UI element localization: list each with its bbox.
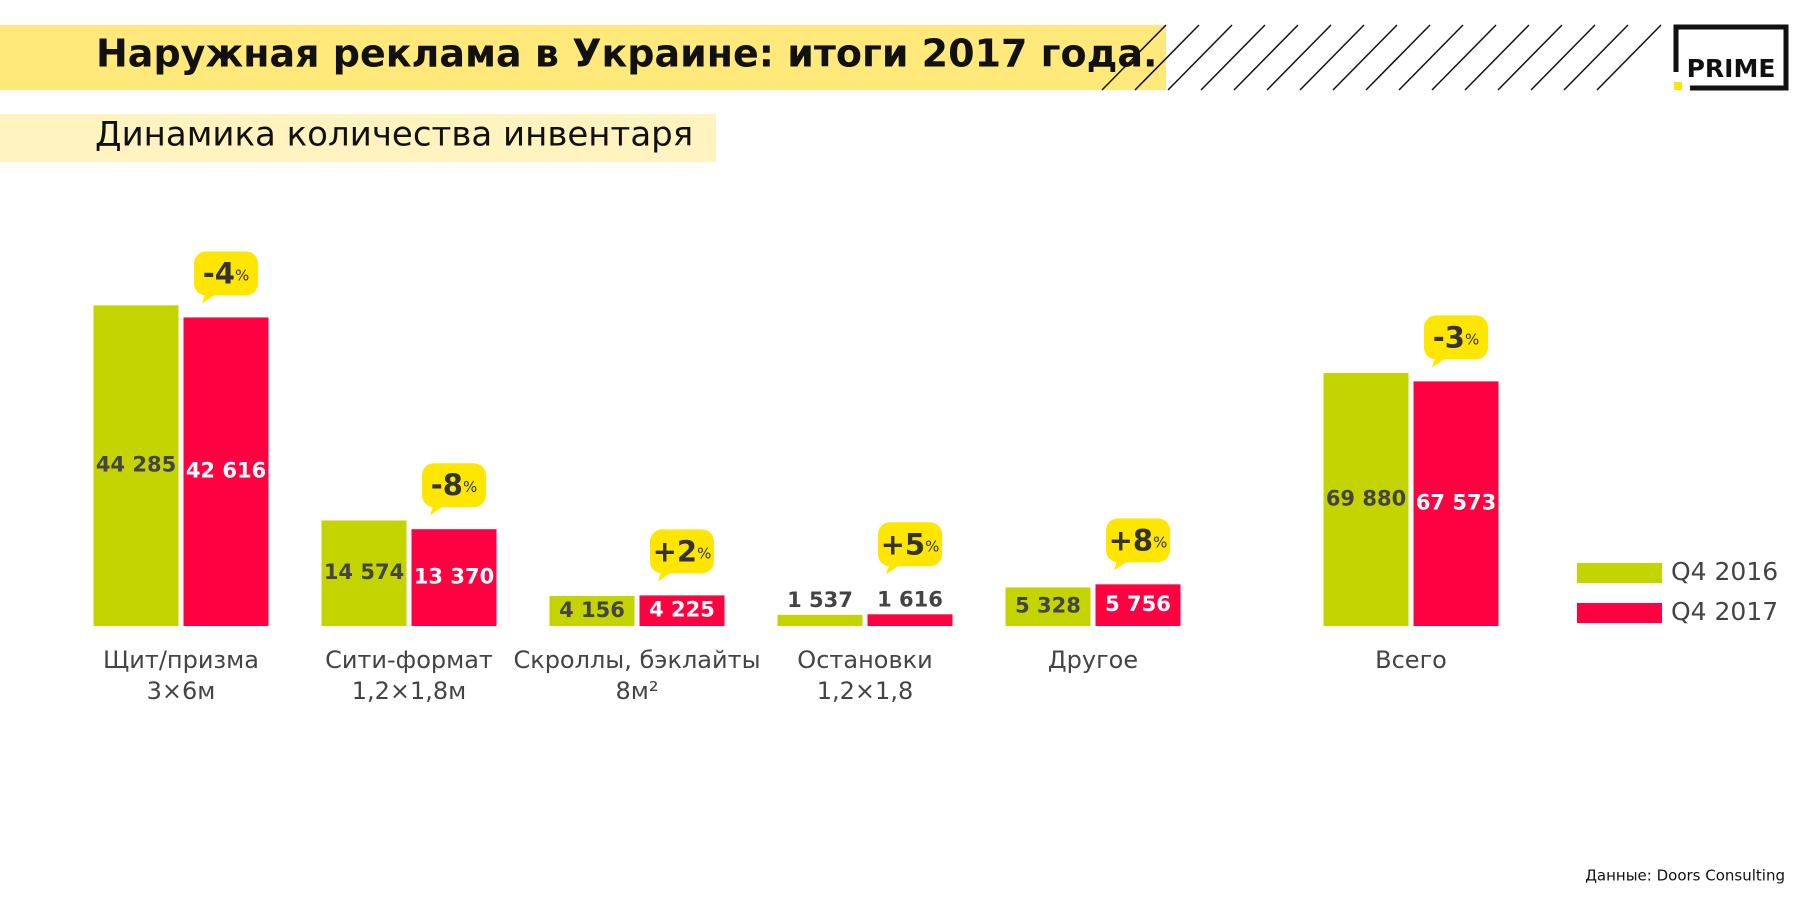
badge-bg [650, 529, 714, 574]
legend-label: Q4 2016 [1671, 557, 1778, 586]
badge-text: -4% [203, 256, 249, 290]
x-tick-label: 3×6м [147, 677, 216, 705]
x-tick-label: Щит/призма [103, 646, 259, 674]
badge-value: +8 [1109, 523, 1153, 557]
hatch [1101, 24, 1662, 91]
value-label: 42 616 [186, 459, 266, 483]
badge-bg [194, 251, 258, 296]
value-label: 69 880 [1326, 487, 1406, 511]
value-label: 1 616 [877, 587, 943, 611]
x-tick-label: 1,2×1,8м [352, 677, 467, 705]
subtitle-band [0, 114, 716, 162]
badge-tail [202, 291, 220, 304]
x-tick-label: Скроллы, бэклайты [513, 646, 760, 674]
badge-unit: % [463, 478, 477, 496]
legend-label: Q4 2017 [1671, 597, 1778, 626]
chart-subtitle: Динамика количества инвентаря [95, 115, 693, 155]
badge-tail [886, 562, 904, 575]
badge-text: +2% [653, 534, 712, 568]
x-tick-label: Другое [1048, 646, 1138, 674]
hatch-line [1101, 24, 1167, 91]
value-label: 5 756 [1105, 592, 1171, 616]
logo: PRIME [1673, 24, 1789, 91]
x-tick-label: Сити-формат [325, 646, 493, 674]
hatch-line [1464, 24, 1530, 91]
source: Данные: Doors Consulting [1585, 867, 1785, 885]
x-tick-label: 8м² [616, 677, 659, 705]
value-label: 13 370 [414, 565, 494, 589]
value-label: 4 156 [559, 598, 625, 622]
badge-unit: % [1465, 330, 1479, 348]
hatch-line [1497, 24, 1563, 91]
hatch-line [1398, 24, 1464, 91]
badge-bg [422, 463, 486, 508]
badge-tail [1114, 558, 1132, 571]
bar [867, 614, 953, 626]
badge-unit: % [697, 544, 711, 562]
bar [1005, 587, 1091, 626]
legend-swatch [1577, 603, 1662, 623]
title-band [0, 25, 1166, 90]
change-badge: +8% [1106, 518, 1170, 571]
badge-value: -4 [203, 256, 235, 290]
logo-text: PRIME [1687, 54, 1776, 83]
value-label: 44 285 [96, 453, 176, 477]
change-badge: -3% [1424, 315, 1488, 368]
bar [549, 595, 635, 626]
value-label: 1 537 [787, 588, 853, 612]
badge-value: +2 [653, 534, 697, 568]
badge-text: +5% [881, 527, 940, 561]
badge-unit: % [1153, 533, 1167, 551]
change-badge: +2% [650, 529, 714, 582]
bar [93, 305, 179, 626]
badge-unit: % [235, 266, 249, 284]
hatch-line [1299, 24, 1365, 91]
badge-value: +5 [881, 527, 925, 561]
badge-bg [878, 522, 942, 567]
value-label: 67 573 [1416, 491, 1496, 515]
hatch-line [1332, 24, 1398, 91]
hatch-line [1200, 24, 1266, 91]
badge-text: +8% [1109, 523, 1168, 557]
badge-unit: % [925, 537, 939, 555]
badge-value: -8 [431, 468, 463, 502]
change-badge: -8% [422, 463, 486, 516]
badge-text: -3% [1433, 320, 1479, 354]
bar [1095, 584, 1181, 626]
bar [321, 520, 407, 626]
hatch-line [1530, 24, 1596, 91]
x-tick-label: Всего [1375, 646, 1447, 674]
hatch-line [1134, 24, 1200, 91]
hatch-line [1431, 24, 1497, 91]
hatch-line [1233, 24, 1299, 91]
legend-swatch [1577, 563, 1662, 583]
bar [639, 595, 725, 626]
hatch-line [1563, 24, 1629, 91]
hatch-line [1266, 24, 1332, 91]
bar [1413, 381, 1499, 626]
hatch-line [1365, 24, 1431, 91]
bar [1323, 373, 1409, 626]
x-tick-label: 1,2×1,8 [817, 677, 913, 705]
hatch-line [1596, 24, 1662, 91]
value-label: 14 574 [324, 560, 404, 584]
badge-bg [1424, 315, 1488, 360]
bar [411, 529, 497, 626]
value-label: 4 225 [649, 598, 715, 622]
badge-text: -8% [431, 468, 477, 502]
x-tick-label: Остановки [797, 646, 932, 674]
bar [777, 614, 863, 626]
badge-tail [658, 569, 676, 582]
chart-title: Наружная реклама в Украине: итоги 2017 г… [96, 32, 1157, 76]
badge-value: -3 [1433, 320, 1465, 354]
hatch-line [1167, 24, 1233, 91]
badge-tail [1432, 355, 1450, 368]
change-badge: -4% [194, 251, 258, 304]
bar [183, 317, 269, 626]
badge-bg [1106, 518, 1170, 563]
badge-tail [430, 503, 448, 516]
change-badge: +5% [878, 522, 942, 575]
value-label: 5 328 [1015, 594, 1081, 618]
